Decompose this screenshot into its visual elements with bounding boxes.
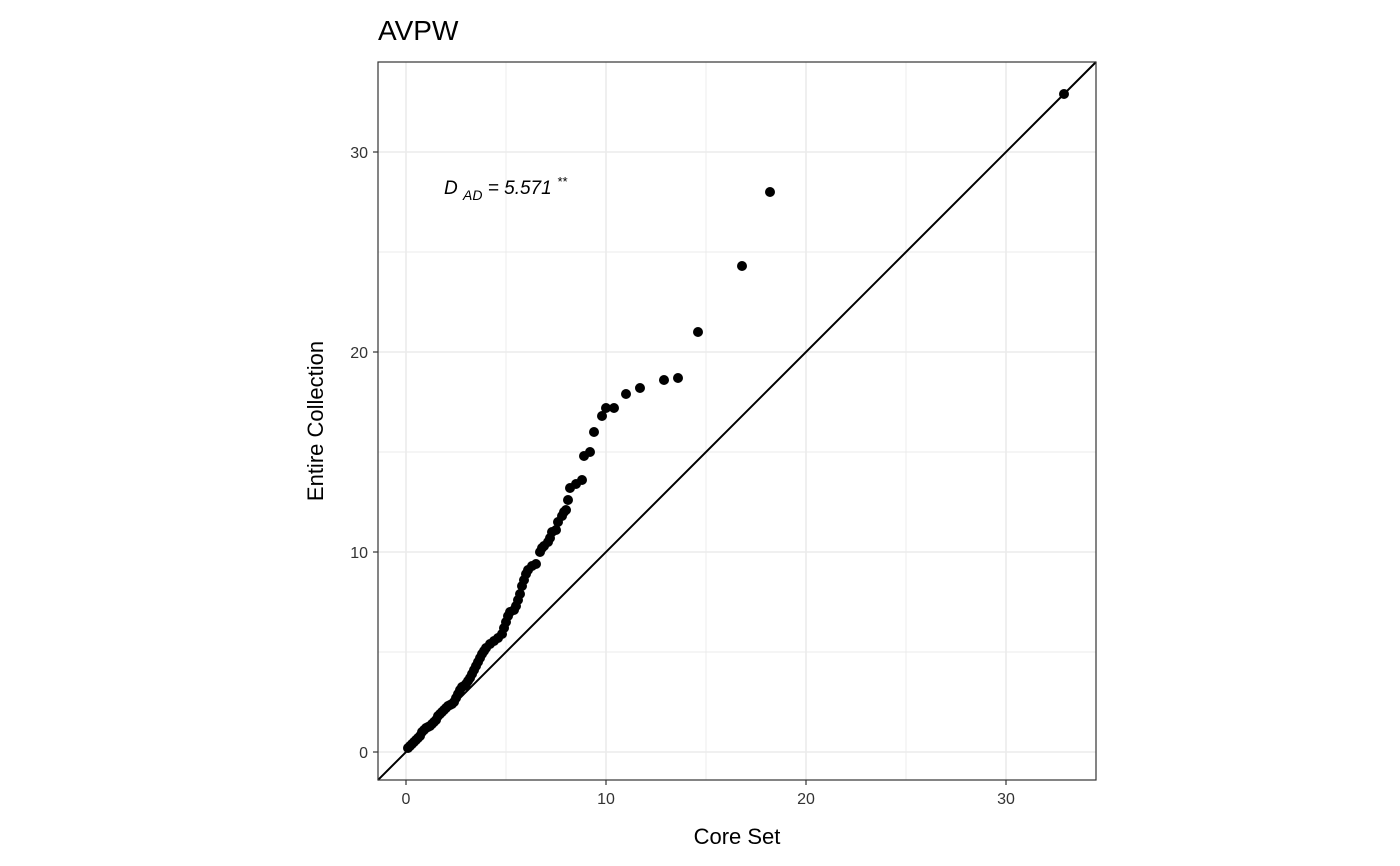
dad-statistic-annotation: D AD = 5.571 ** <box>444 174 568 205</box>
data-point <box>551 525 561 535</box>
data-point <box>601 403 611 413</box>
y-tick-label: 10 <box>350 545 368 562</box>
data-point <box>563 495 573 505</box>
x-axis-ticks: 0 10 20 30 <box>402 780 1015 808</box>
annotation-value: = 5.571 <box>488 178 552 199</box>
data-point <box>589 427 599 437</box>
y-tick-label: 0 <box>359 745 368 762</box>
data-point <box>577 475 587 485</box>
data-point <box>673 373 683 383</box>
chart-title: AVPW <box>378 15 459 46</box>
data-point <box>515 589 525 599</box>
grid-lines <box>378 62 1096 780</box>
data-point <box>561 505 571 515</box>
annotation-layer: D AD = 5.571 ** <box>444 174 568 205</box>
x-tick-label: 20 <box>797 791 815 808</box>
y-tick-label: 30 <box>350 145 368 162</box>
data-points <box>403 89 1069 753</box>
data-point <box>531 559 541 569</box>
plot-frame <box>377 61 1097 781</box>
data-point <box>621 389 631 399</box>
annotation-prefix: D <box>444 178 458 199</box>
y-axis-ticks: 0 10 20 30 <box>350 145 378 762</box>
data-point <box>635 383 645 393</box>
identity-reference-line <box>377 61 1097 781</box>
y-tick-label: 20 <box>350 345 368 362</box>
data-point <box>1059 89 1069 99</box>
annotation-subscript: AD <box>462 187 482 203</box>
x-tick-label: 0 <box>402 791 411 808</box>
data-point <box>609 403 619 413</box>
data-point <box>585 447 595 457</box>
data-point <box>765 187 775 197</box>
y-axis-title: Entire Collection <box>303 341 328 501</box>
data-point <box>693 327 703 337</box>
data-point <box>597 411 607 421</box>
annotation-superscript: ** <box>557 174 568 189</box>
x-axis-title: Core Set <box>694 824 781 849</box>
data-point <box>659 375 669 385</box>
x-tick-label: 10 <box>597 791 615 808</box>
reference-line-layer <box>377 61 1097 781</box>
x-tick-label: 30 <box>997 791 1015 808</box>
data-point <box>737 261 747 271</box>
